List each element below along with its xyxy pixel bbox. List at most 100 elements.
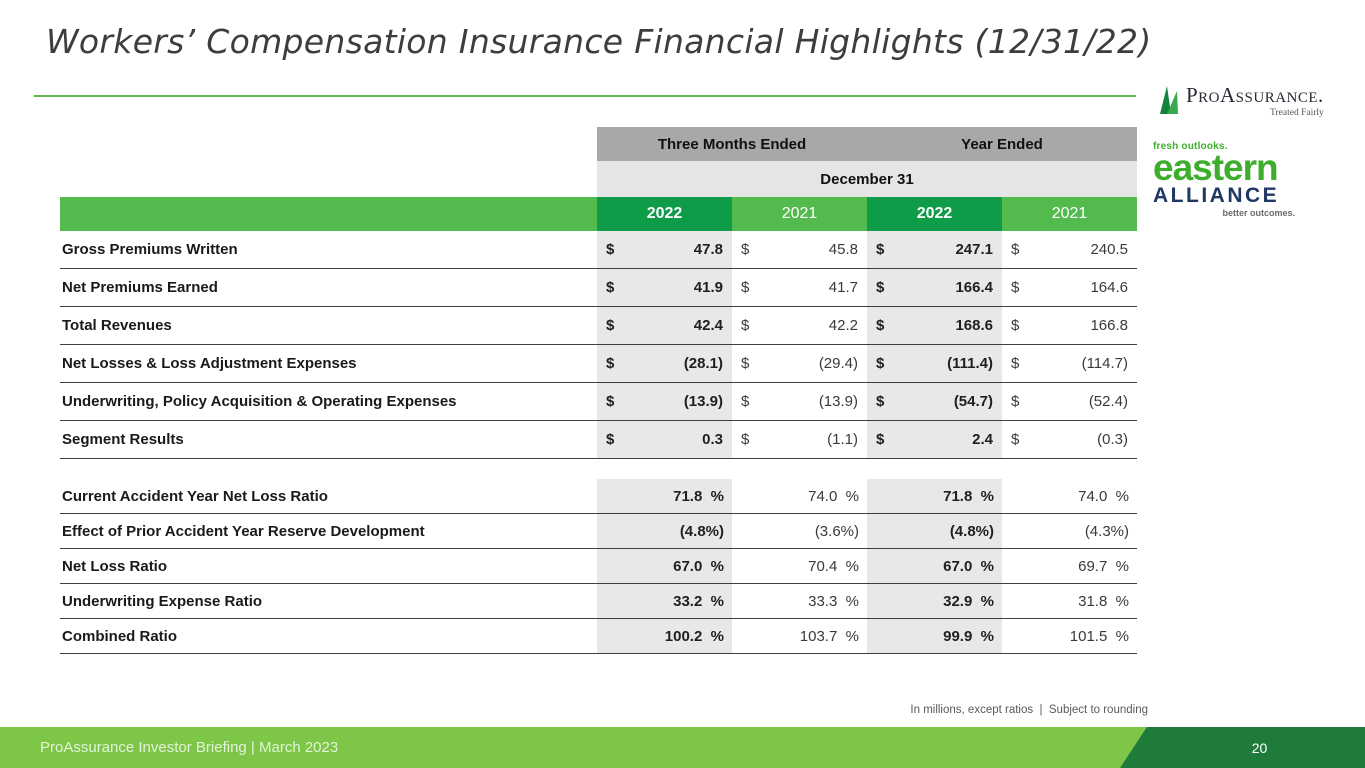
money-cell: $ (29.4) [732, 345, 867, 382]
money-value: 42.2 [828, 317, 858, 334]
ratio-value: 70.4 % [808, 557, 859, 575]
ratio-value: (4.8%) [679, 522, 724, 540]
ratio-value: 99.9 % [943, 627, 994, 645]
money-value: (111.4) [947, 355, 993, 372]
money-cell: $ (28.1) [597, 345, 732, 382]
dollar-sign: $ [876, 317, 885, 334]
ratio-value: 101.5 % [1069, 627, 1129, 645]
money-value: 0.3 [702, 431, 723, 448]
dollar-sign: $ [606, 393, 615, 410]
ratio-cell: 74.0 % [732, 479, 867, 513]
ratio-value: 100.2 % [664, 627, 724, 645]
ratio-value: 69.7 % [1078, 557, 1129, 575]
dollar-sign: $ [876, 393, 885, 410]
money-cell: $247.1 [867, 231, 1002, 268]
ratio-value: 33.3 % [808, 592, 859, 610]
dollar-sign: $ [876, 279, 885, 296]
ratio-cell: 99.9 % [867, 619, 1002, 653]
dollar-sign: $ [1011, 355, 1020, 372]
title-divider [34, 95, 1136, 97]
proassurance-logo: ProAssurance. Treated Fairly [1157, 85, 1324, 120]
ratio-cell: 67.0 % [597, 549, 732, 583]
money-cell: $2.4 [867, 421, 1002, 458]
footer-accent-shape: 20 [1120, 727, 1365, 768]
money-cell: $42.4 [597, 307, 732, 344]
table-row: Total Revenues $42.4 $42.2 $168.6 $166.8 [60, 307, 1137, 345]
money-cell: $ (52.4) [1002, 383, 1137, 420]
ratio-cell: 32.9 % [867, 584, 1002, 618]
ratio-value: (4.3%) [1084, 522, 1129, 540]
eastern-alliance-slogan-top: fresh outlooks. [1153, 141, 1228, 152]
proassurance-logo-name: ProAssurance. [1186, 83, 1324, 107]
money-cell: $166.8 [1002, 307, 1137, 344]
money-value: 164.6 [1090, 279, 1128, 296]
money-cell: $ (1.1) [732, 421, 867, 458]
ratio-value: 31.8 % [1078, 592, 1129, 610]
dollar-sign: $ [876, 241, 885, 258]
ratio-cell: 70.4 % [732, 549, 867, 583]
eastern-alliance-wordmark: eastern [1153, 147, 1279, 188]
dollar-sign: $ [1011, 279, 1020, 296]
ratio-cell: 31.8 % [1002, 584, 1137, 618]
table-row: Current Accident Year Net Loss Ratio 71.… [60, 479, 1137, 514]
ratio-value: 103.7 % [799, 627, 859, 645]
money-value: 247.1 [955, 241, 993, 258]
dollar-sign: $ [606, 279, 615, 296]
dollar-sign: $ [741, 431, 750, 448]
ratio-value: 71.8 % [943, 487, 994, 505]
money-value: 42.4 [693, 317, 723, 334]
ratio-cell: 71.8 % [597, 479, 732, 513]
ratio-value: 67.0 % [673, 557, 724, 575]
dollar-sign: $ [606, 355, 615, 372]
ratio-cell: 103.7 % [732, 619, 867, 653]
dollar-sign: $ [1011, 393, 1020, 410]
money-value: 47.8 [693, 241, 723, 258]
money-value: 240.5 [1090, 241, 1128, 258]
money-cell: $41.7 [732, 269, 867, 306]
ratio-cell: 67.0 % [867, 549, 1002, 583]
ratio-cell: (4.8%) [597, 514, 732, 548]
header-december-31: December 31 [597, 161, 1137, 197]
money-cell: $0.3 [597, 421, 732, 458]
money-value: 41.7 [828, 279, 858, 296]
row-label: Combined Ratio [62, 627, 177, 645]
ratio-cell: 100.2 % [597, 619, 732, 653]
row-label: Total Revenues [62, 317, 172, 334]
money-value: (52.4) [1088, 393, 1128, 410]
dollar-sign: $ [606, 431, 615, 448]
money-value: (114.7) [1081, 355, 1128, 372]
eastern-alliance-wordmark-sub: ALLIANCE [1153, 183, 1280, 207]
money-cell: $240.5 [1002, 231, 1137, 268]
money-cell: $ (114.7) [1002, 345, 1137, 382]
ratio-value: 67.0 % [943, 557, 994, 575]
dollar-sign: $ [876, 355, 885, 372]
ratio-cell: 33.3 % [732, 584, 867, 618]
footnote: In millions, except ratios | Subject to … [910, 704, 1148, 716]
ratio-value: 74.0 % [808, 487, 859, 505]
ratio-cell: 33.2 % [597, 584, 732, 618]
year-header-2022-y: 2022 [867, 197, 1002, 231]
table-row: Underwriting, Policy Acquisition & Opera… [60, 383, 1137, 421]
ratio-cell: (4.8%) [867, 514, 1002, 548]
table-header-groups: Three Months Ended Year Ended [60, 127, 1137, 161]
ratio-value: 74.0 % [1078, 487, 1129, 505]
row-label: Segment Results [62, 431, 184, 448]
ratio-cell: 71.8 % [867, 479, 1002, 513]
money-value: (54.7) [953, 393, 993, 410]
ratio-cell: 74.0 % [1002, 479, 1137, 513]
table-row: Segment Results $0.3 $ (1.1) $2.4 $ (0.3) [60, 421, 1137, 459]
row-label: Net Loss Ratio [62, 557, 168, 575]
slide-title: Workers’ Compensation Insurance Financia… [46, 22, 1152, 61]
header-year-ended: Year Ended [867, 127, 1137, 161]
money-cell: $168.6 [867, 307, 1002, 344]
money-value: 168.6 [955, 317, 993, 334]
eastern-alliance-logo: fresh outlooks. eastern ALLIANCE better … [1153, 141, 1295, 218]
dollar-sign: $ [741, 317, 750, 334]
year-header-2021-q: 2021 [732, 197, 867, 231]
ratio-cell: 69.7 % [1002, 549, 1137, 583]
table-row: Net Premiums Earned $41.9 $41.7 $166.4 $… [60, 269, 1137, 307]
table-header-period: December 31 [60, 161, 1137, 197]
money-cell: $42.2 [732, 307, 867, 344]
money-cell: $41.9 [597, 269, 732, 306]
header-three-months-ended: Three Months Ended [597, 127, 867, 161]
